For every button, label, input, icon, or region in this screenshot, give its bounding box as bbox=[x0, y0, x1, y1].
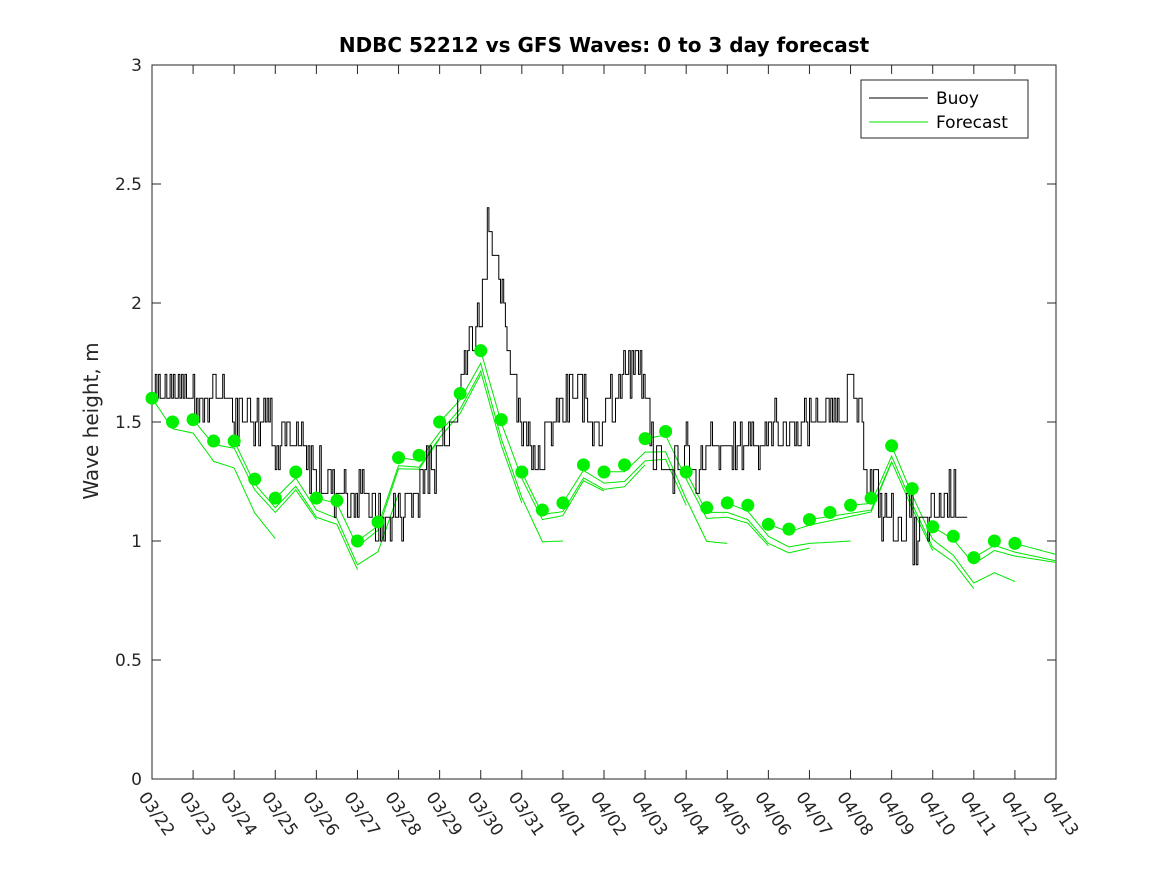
forecast-run-line bbox=[1014, 542, 1057, 555]
x-tick-label: 03/22 bbox=[134, 788, 178, 840]
forecast-point bbox=[392, 451, 406, 465]
x-tick-label: 03/23 bbox=[175, 788, 219, 840]
y-tick-label: 1 bbox=[131, 532, 142, 552]
forecast-point bbox=[330, 494, 344, 508]
x-tick-label: 04/08 bbox=[832, 788, 876, 840]
forecast-point bbox=[946, 529, 960, 543]
legend-label-forecast: Forecast bbox=[936, 113, 1008, 133]
forecast-point bbox=[638, 432, 652, 446]
forecast-point bbox=[823, 505, 837, 519]
forecast-point bbox=[474, 344, 488, 358]
forecast-point bbox=[987, 534, 1001, 548]
x-tick-label: 03/30 bbox=[463, 788, 507, 840]
forecast-point bbox=[618, 458, 632, 472]
forecast-series bbox=[145, 344, 1022, 565]
forecast-point bbox=[926, 520, 940, 534]
forecast-point bbox=[700, 501, 714, 515]
forecast-point bbox=[1008, 536, 1022, 550]
legend: Buoy Forecast bbox=[860, 79, 1029, 139]
forecast-point bbox=[556, 496, 570, 510]
y-tick-label: 2 bbox=[131, 294, 142, 314]
x-tick-label: 03/27 bbox=[339, 788, 383, 840]
y-tick-label: 0.5 bbox=[115, 651, 142, 671]
forecast-point bbox=[186, 413, 200, 427]
buoy-series bbox=[152, 207, 968, 566]
forecast-point bbox=[515, 465, 529, 479]
y-axis-label: Wave height, m bbox=[79, 342, 103, 499]
x-tick-label: 04/04 bbox=[668, 788, 712, 840]
forecast-point bbox=[289, 465, 303, 479]
forecast-point bbox=[597, 465, 611, 479]
forecast-point bbox=[967, 551, 981, 565]
y-axis: 0 0.5 1 1.5 2 2.5 3 bbox=[115, 56, 1056, 790]
x-tick-label: 04/03 bbox=[627, 788, 671, 840]
forecast-point bbox=[350, 534, 364, 548]
legend-label-buoy: Buoy bbox=[936, 89, 979, 109]
x-tick-label: 03/26 bbox=[298, 788, 342, 840]
x-tick-label: 04/07 bbox=[791, 788, 835, 840]
x-tick-label: 04/06 bbox=[750, 788, 794, 840]
x-tick-label: 04/13 bbox=[1038, 788, 1082, 840]
forecast-point bbox=[207, 434, 221, 448]
x-tick-label: 03/31 bbox=[504, 788, 548, 840]
y-tick-label: 1.5 bbox=[115, 413, 142, 433]
forecast-point bbox=[145, 391, 159, 405]
buoy-line bbox=[152, 207, 968, 566]
y-tick-label: 2.5 bbox=[115, 175, 142, 195]
x-tick-label: 03/28 bbox=[380, 788, 424, 840]
forecast-point bbox=[761, 517, 775, 531]
forecast-run-line bbox=[603, 451, 728, 544]
forecast-point bbox=[166, 415, 180, 429]
forecast-run-line bbox=[973, 544, 1057, 562]
x-tick-label: 03/29 bbox=[422, 788, 466, 840]
chart-title: NDBC 52212 vs GFS Waves: 0 to 3 day fore… bbox=[339, 33, 870, 57]
x-tick-label: 03/25 bbox=[257, 788, 301, 840]
forecast-point bbox=[412, 448, 426, 462]
y-tick-label: 0 bbox=[131, 770, 142, 790]
forecast-point bbox=[268, 491, 282, 505]
x-tick-label: 04/12 bbox=[997, 788, 1041, 840]
x-tick-label: 04/02 bbox=[586, 788, 630, 840]
legend-box bbox=[860, 79, 1029, 139]
x-tick-label: 04/09 bbox=[874, 788, 918, 840]
forecast-point bbox=[905, 482, 919, 496]
forecast-point bbox=[679, 465, 693, 479]
forecast-point bbox=[864, 491, 878, 505]
forecast-point bbox=[227, 434, 241, 448]
forecast-point bbox=[720, 496, 734, 510]
forecast-point bbox=[576, 458, 590, 472]
x-tick-label: 04/11 bbox=[956, 788, 1000, 840]
forecast-point bbox=[309, 491, 323, 505]
x-tick-label: 04/05 bbox=[709, 788, 753, 840]
forecast-point bbox=[535, 503, 549, 517]
forecast-point bbox=[741, 498, 755, 512]
forecast-point bbox=[802, 513, 816, 527]
forecast-point bbox=[494, 413, 508, 427]
forecast-point bbox=[782, 522, 796, 536]
forecast-point bbox=[659, 425, 673, 439]
forecast-run-line bbox=[151, 397, 276, 539]
forecast-point bbox=[433, 415, 447, 429]
y-tick-label: 3 bbox=[131, 56, 142, 76]
forecast-point bbox=[248, 472, 262, 486]
x-tick-label: 03/24 bbox=[216, 788, 260, 840]
x-tick-label: 04/01 bbox=[545, 788, 589, 840]
forecast-point bbox=[453, 386, 467, 400]
forecast-point bbox=[844, 498, 858, 512]
forecast-point bbox=[885, 439, 899, 453]
x-tick-label: 04/10 bbox=[915, 788, 959, 840]
forecast-point bbox=[371, 515, 385, 529]
